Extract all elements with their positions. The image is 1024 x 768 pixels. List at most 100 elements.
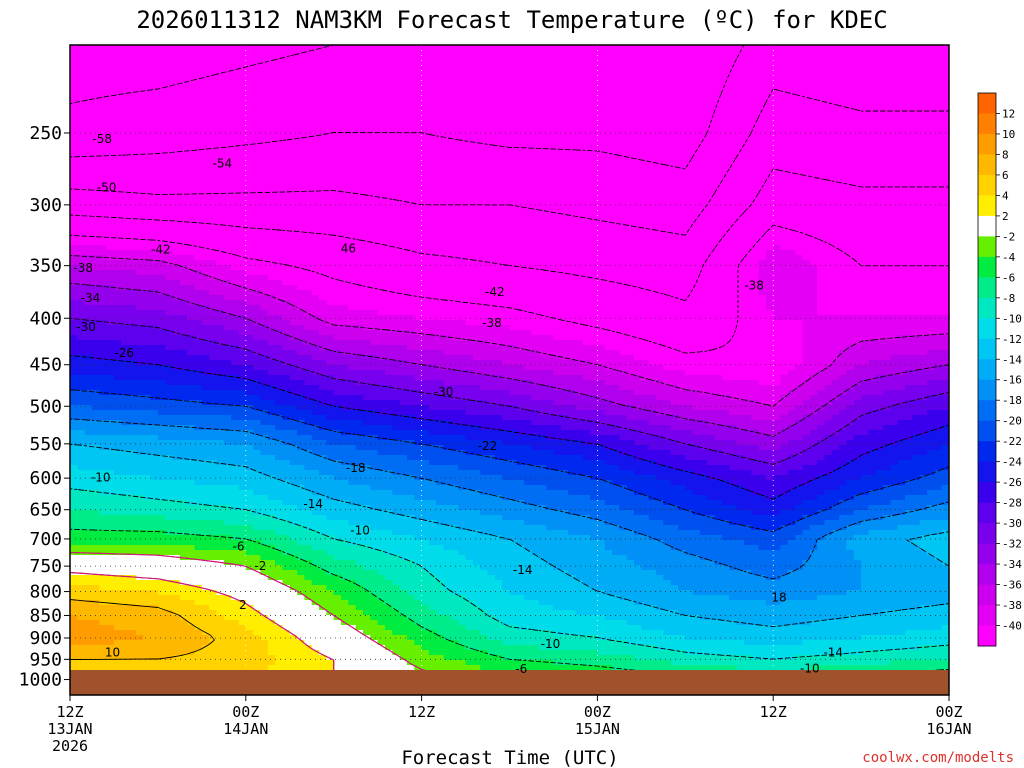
field-cell xyxy=(194,80,203,86)
field-cell xyxy=(377,70,386,76)
field-cell xyxy=(590,65,598,71)
field-cell xyxy=(348,180,357,186)
field-cell xyxy=(809,80,818,86)
field-cell xyxy=(934,175,943,181)
field-cell xyxy=(656,185,664,191)
field-cell xyxy=(890,210,899,216)
field-cell xyxy=(853,180,862,186)
field-cell xyxy=(619,225,628,231)
field-cell xyxy=(333,220,342,226)
field-cell xyxy=(223,70,232,76)
field-cell xyxy=(157,100,166,106)
field-cell xyxy=(590,175,598,181)
field-cell xyxy=(253,230,262,236)
field-cell xyxy=(685,160,694,166)
field-cell xyxy=(472,135,481,141)
field-cell xyxy=(604,200,613,206)
field-cell xyxy=(406,65,415,71)
field-cell xyxy=(509,100,518,106)
field-cell xyxy=(414,230,423,236)
field-cell xyxy=(912,235,921,241)
field-cell xyxy=(223,165,232,171)
field-cell xyxy=(516,120,525,126)
field-cell xyxy=(853,135,862,141)
field-cell xyxy=(465,160,474,166)
field-cell xyxy=(135,100,144,106)
field-cell xyxy=(392,150,401,156)
field-cell xyxy=(128,245,137,251)
field-cell xyxy=(582,60,591,66)
field-cell xyxy=(231,145,240,151)
field-cell xyxy=(319,180,327,186)
field-cell xyxy=(839,175,848,181)
field-cell xyxy=(575,250,584,256)
field-cell xyxy=(553,135,562,141)
field-cell xyxy=(421,200,430,206)
field-cell xyxy=(502,250,511,256)
field-cell xyxy=(868,115,877,121)
field-cell xyxy=(677,230,686,236)
field-cell xyxy=(216,85,225,91)
field-cell xyxy=(172,60,181,66)
field-cell xyxy=(934,165,943,171)
field-cell xyxy=(370,150,379,156)
field-cell xyxy=(99,165,108,171)
field-cell xyxy=(641,215,650,221)
field-cell xyxy=(465,205,474,211)
field-cell xyxy=(795,230,804,236)
field-cell xyxy=(487,70,496,76)
field-cell xyxy=(575,115,584,121)
field-cell xyxy=(443,245,452,251)
field-cell xyxy=(421,180,430,186)
field-cell xyxy=(824,150,833,156)
field-cell xyxy=(91,220,100,226)
field-cell xyxy=(751,60,760,66)
field-cell xyxy=(399,240,408,246)
field-cell xyxy=(861,180,870,186)
field-cell xyxy=(729,185,738,191)
field-cell xyxy=(817,80,826,86)
field-cell xyxy=(707,110,716,116)
field-cell xyxy=(685,245,694,251)
field-cell xyxy=(875,110,884,116)
field-cell xyxy=(670,75,679,81)
field-cell xyxy=(414,90,423,96)
field-cell xyxy=(77,215,86,221)
field-cell xyxy=(905,55,913,61)
field-cell xyxy=(370,135,379,141)
field-cell xyxy=(480,250,489,256)
field-cell xyxy=(553,180,562,186)
field-cell xyxy=(267,55,276,61)
field-cell xyxy=(465,80,474,86)
field-cell xyxy=(392,140,401,146)
field-cell xyxy=(590,140,598,146)
field-cell xyxy=(165,240,174,246)
field-cell xyxy=(736,70,745,76)
field-cell xyxy=(780,125,789,131)
field-cell xyxy=(743,180,752,186)
field-cell xyxy=(231,165,240,171)
field-cell xyxy=(245,70,254,76)
field-cell xyxy=(84,145,93,151)
field-cell xyxy=(121,125,130,131)
field-cell xyxy=(736,80,745,86)
field-cell xyxy=(729,70,738,76)
field-cell xyxy=(480,205,489,211)
field-cell xyxy=(831,165,840,171)
field-cell xyxy=(384,80,393,86)
field-cell xyxy=(582,160,591,166)
field-cell xyxy=(377,150,386,156)
field-cell xyxy=(194,220,203,226)
field-cell xyxy=(406,180,415,186)
field-cell xyxy=(663,85,672,91)
field-cell xyxy=(326,90,335,96)
field-cell xyxy=(560,225,569,231)
field-cell xyxy=(480,75,489,81)
field-cell xyxy=(729,175,738,181)
field-cell xyxy=(670,105,679,111)
field-cell xyxy=(502,115,511,121)
field-cell xyxy=(729,125,738,131)
field-cell xyxy=(99,70,108,76)
field-cell xyxy=(758,135,767,141)
field-cell xyxy=(553,245,562,251)
